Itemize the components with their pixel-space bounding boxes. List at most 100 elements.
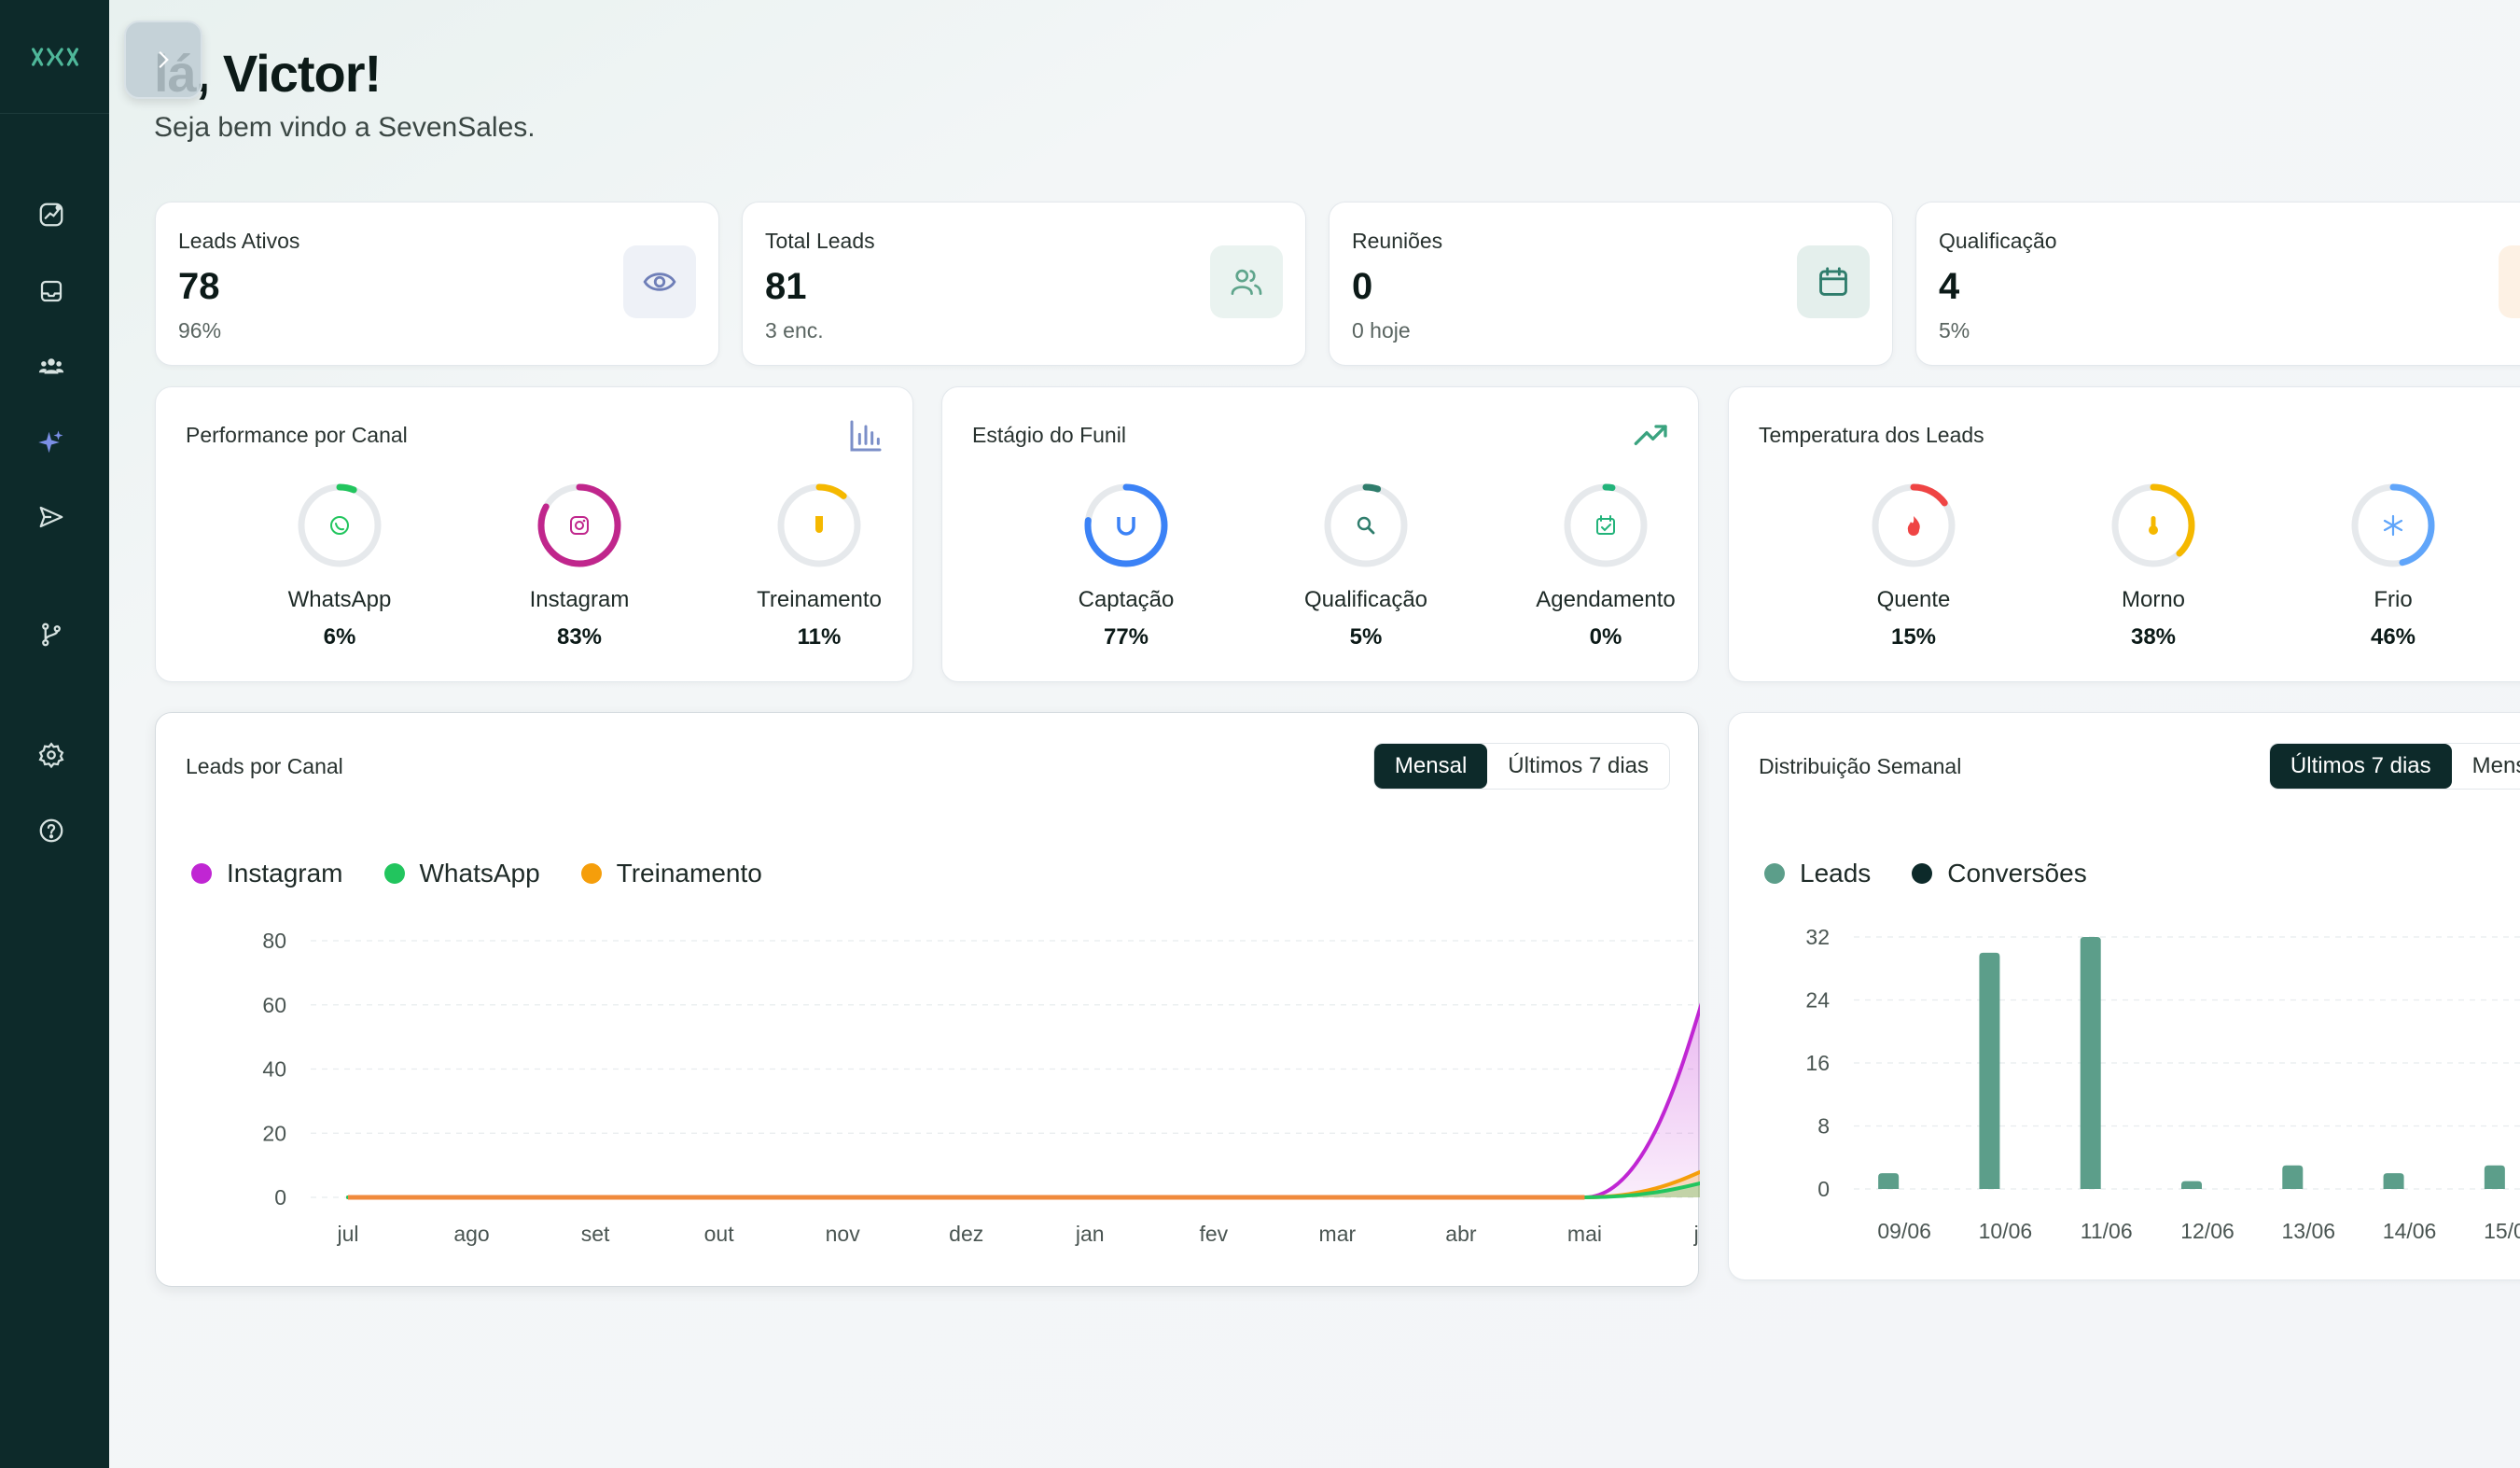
bar-leads: [2383, 1173, 2404, 1189]
bar-leads: [1979, 952, 2000, 1189]
eye-icon: [623, 245, 696, 318]
ring-percent: 38%: [2130, 624, 2177, 650]
y-tick-label: 0: [274, 1185, 286, 1209]
sidebar: [0, 0, 109, 1468]
users-icon[interactable]: [35, 350, 68, 384]
ring-item-frio: Frio 46%: [2290, 481, 2496, 650]
bar-leads: [2181, 1181, 2202, 1189]
stat-sub: 96%: [178, 318, 222, 343]
stat-sub: 3 enc.: [765, 318, 824, 343]
tab-mensal[interactable]: Mensal: [1373, 744, 1488, 789]
legend-item[interactable]: Instagram: [191, 859, 343, 888]
chart-title: Leads por Canal: [186, 754, 343, 778]
ring-percent: 11%: [797, 624, 842, 650]
tab-ultimos-7-dias[interactable]: Últimos 7 dias: [1508, 753, 1649, 778]
legend-item[interactable]: Leads: [1764, 859, 1871, 888]
snowflake-icon: [2383, 514, 2403, 537]
settings-icon[interactable]: [35, 738, 68, 772]
ring-item-agendamento: Agendamento 0%: [1503, 481, 1708, 650]
ring-percent: 6%: [323, 624, 356, 650]
area-chart: 0 20 40 60 80 jul ago set out nov dez jan fev mar abr m…: [262, 929, 1700, 1246]
bar-leads: [2282, 1165, 2304, 1189]
stat-sub: 0 hoje: [1352, 318, 1411, 343]
help-icon[interactable]: [35, 814, 68, 847]
legend-label: WhatsApp: [419, 859, 540, 888]
x-tick-label: set: [581, 1222, 610, 1246]
chart-card-leads-por-canal: Leads por Canal Mensal Últimos 7 dias In…: [155, 712, 1700, 1287]
logo[interactable]: [0, 0, 109, 114]
ring-percent: 83%: [556, 624, 603, 650]
logo-mark-icon: [31, 47, 78, 66]
series-area-treinamento: [348, 1171, 1700, 1197]
x-tick-label: out: [704, 1222, 735, 1246]
bar-leads: [2080, 937, 2101, 1189]
legend-item[interactable]: Treinamento: [580, 859, 762, 888]
search-icon: [1357, 516, 1375, 535]
flask-icon: [815, 516, 823, 533]
users-icon: [1210, 245, 1283, 318]
legend-item[interactable]: Conversões: [1912, 859, 2087, 888]
progress-ring: [1564, 483, 1648, 567]
ring-percent: 77%: [1103, 624, 1149, 650]
x-tick-label: 09/06: [1877, 1219, 1931, 1243]
inbox-icon[interactable]: [35, 274, 68, 308]
ring-progress: [777, 483, 861, 567]
ring-track: [1564, 483, 1648, 567]
stat-card-qualificacao[interactable]: Qualificação 4 5%: [1915, 202, 2520, 366]
magnet-icon: [1117, 517, 1135, 536]
ring-item-qualificacao: Qualificação 5%: [1263, 481, 1469, 650]
ring-item-instagram: Instagram 83%: [477, 481, 682, 650]
stat-value: 4: [1939, 266, 1960, 307]
legend-label: Leads: [1800, 859, 1872, 888]
legend-dot: [383, 863, 405, 884]
legend-item[interactable]: WhatsApp: [383, 859, 540, 888]
x-tick-label: 12/06: [2180, 1219, 2235, 1243]
stat-card-leads-ativos[interactable]: Leads Ativos 78 96%: [155, 202, 719, 366]
panel-estagio-funil: Estágio do Funil Captação 77% Qualificaç…: [941, 386, 1699, 682]
calendar-icon: [1797, 245, 1870, 318]
panel-temperatura-leads: Temperatura dos Leads Quente 15% Morno 3…: [1728, 386, 2520, 682]
flame-icon: [1907, 516, 1920, 536]
progress-ring: [2351, 483, 2435, 567]
dashboard-icon[interactable]: [35, 198, 68, 231]
x-tick-label: 15/06: [2484, 1219, 2520, 1243]
progress-ring: [1872, 483, 1956, 567]
send-icon[interactable]: [35, 500, 68, 534]
ring-label: Qualificação: [1303, 587, 1428, 612]
ring-label: Instagram: [529, 587, 630, 612]
series-line-instagram: [346, 1002, 1700, 1199]
ring-progress: [537, 483, 621, 567]
ring-item-treinamento: Treinamento 11%: [717, 481, 922, 650]
x-tick-label: 11/06: [2081, 1219, 2133, 1243]
x-tick-label: jul: [336, 1222, 358, 1246]
x-tick-label: dez: [949, 1222, 983, 1246]
tab-mensal[interactable]: Mensal: [2471, 753, 2520, 778]
y-tick-label: 60: [262, 993, 286, 1017]
ring-label: Agendamento: [1536, 587, 1676, 612]
ring-percent: 0%: [1589, 624, 1622, 650]
ring-progress: [1084, 483, 1168, 567]
ring-label: Captação: [1078, 587, 1175, 612]
y-tick-label: 16: [1805, 1051, 1830, 1075]
series-line-treinamento: [346, 1169, 1700, 1199]
ring-progress: [1872, 483, 1956, 567]
search-icon: [2499, 245, 2520, 318]
progress-ring: [537, 483, 621, 567]
period-toggle: Últimos 7 dias Mensal: [2268, 743, 2520, 790]
bar-leads: [1878, 1173, 1900, 1189]
tab-ultimos-7-dias[interactable]: Últimos 7 dias: [2269, 744, 2452, 789]
stat-value: 0: [1352, 266, 1373, 307]
x-tick-label: 14/06: [2383, 1219, 2437, 1243]
chart-legend: Leads Conversões: [1764, 859, 2087, 888]
sparkles-icon[interactable]: [35, 426, 68, 459]
x-tick-label: 13/06: [2282, 1219, 2336, 1243]
y-tick-label: 8: [1817, 1114, 1830, 1139]
progress-ring: [1324, 483, 1408, 567]
stat-card-reunioes[interactable]: Reuniões 0 0 hoje: [1329, 202, 1893, 366]
chart-title: Distribuição Semanal: [1759, 754, 1962, 778]
git-branch-icon[interactable]: [35, 618, 68, 651]
bar-chart-icon: [850, 420, 882, 452]
sidebar-toggle-button[interactable]: [124, 21, 202, 99]
ring-progress: [1564, 483, 1648, 567]
stat-card-total-leads[interactable]: Total Leads 81 3 enc.: [742, 202, 1306, 366]
